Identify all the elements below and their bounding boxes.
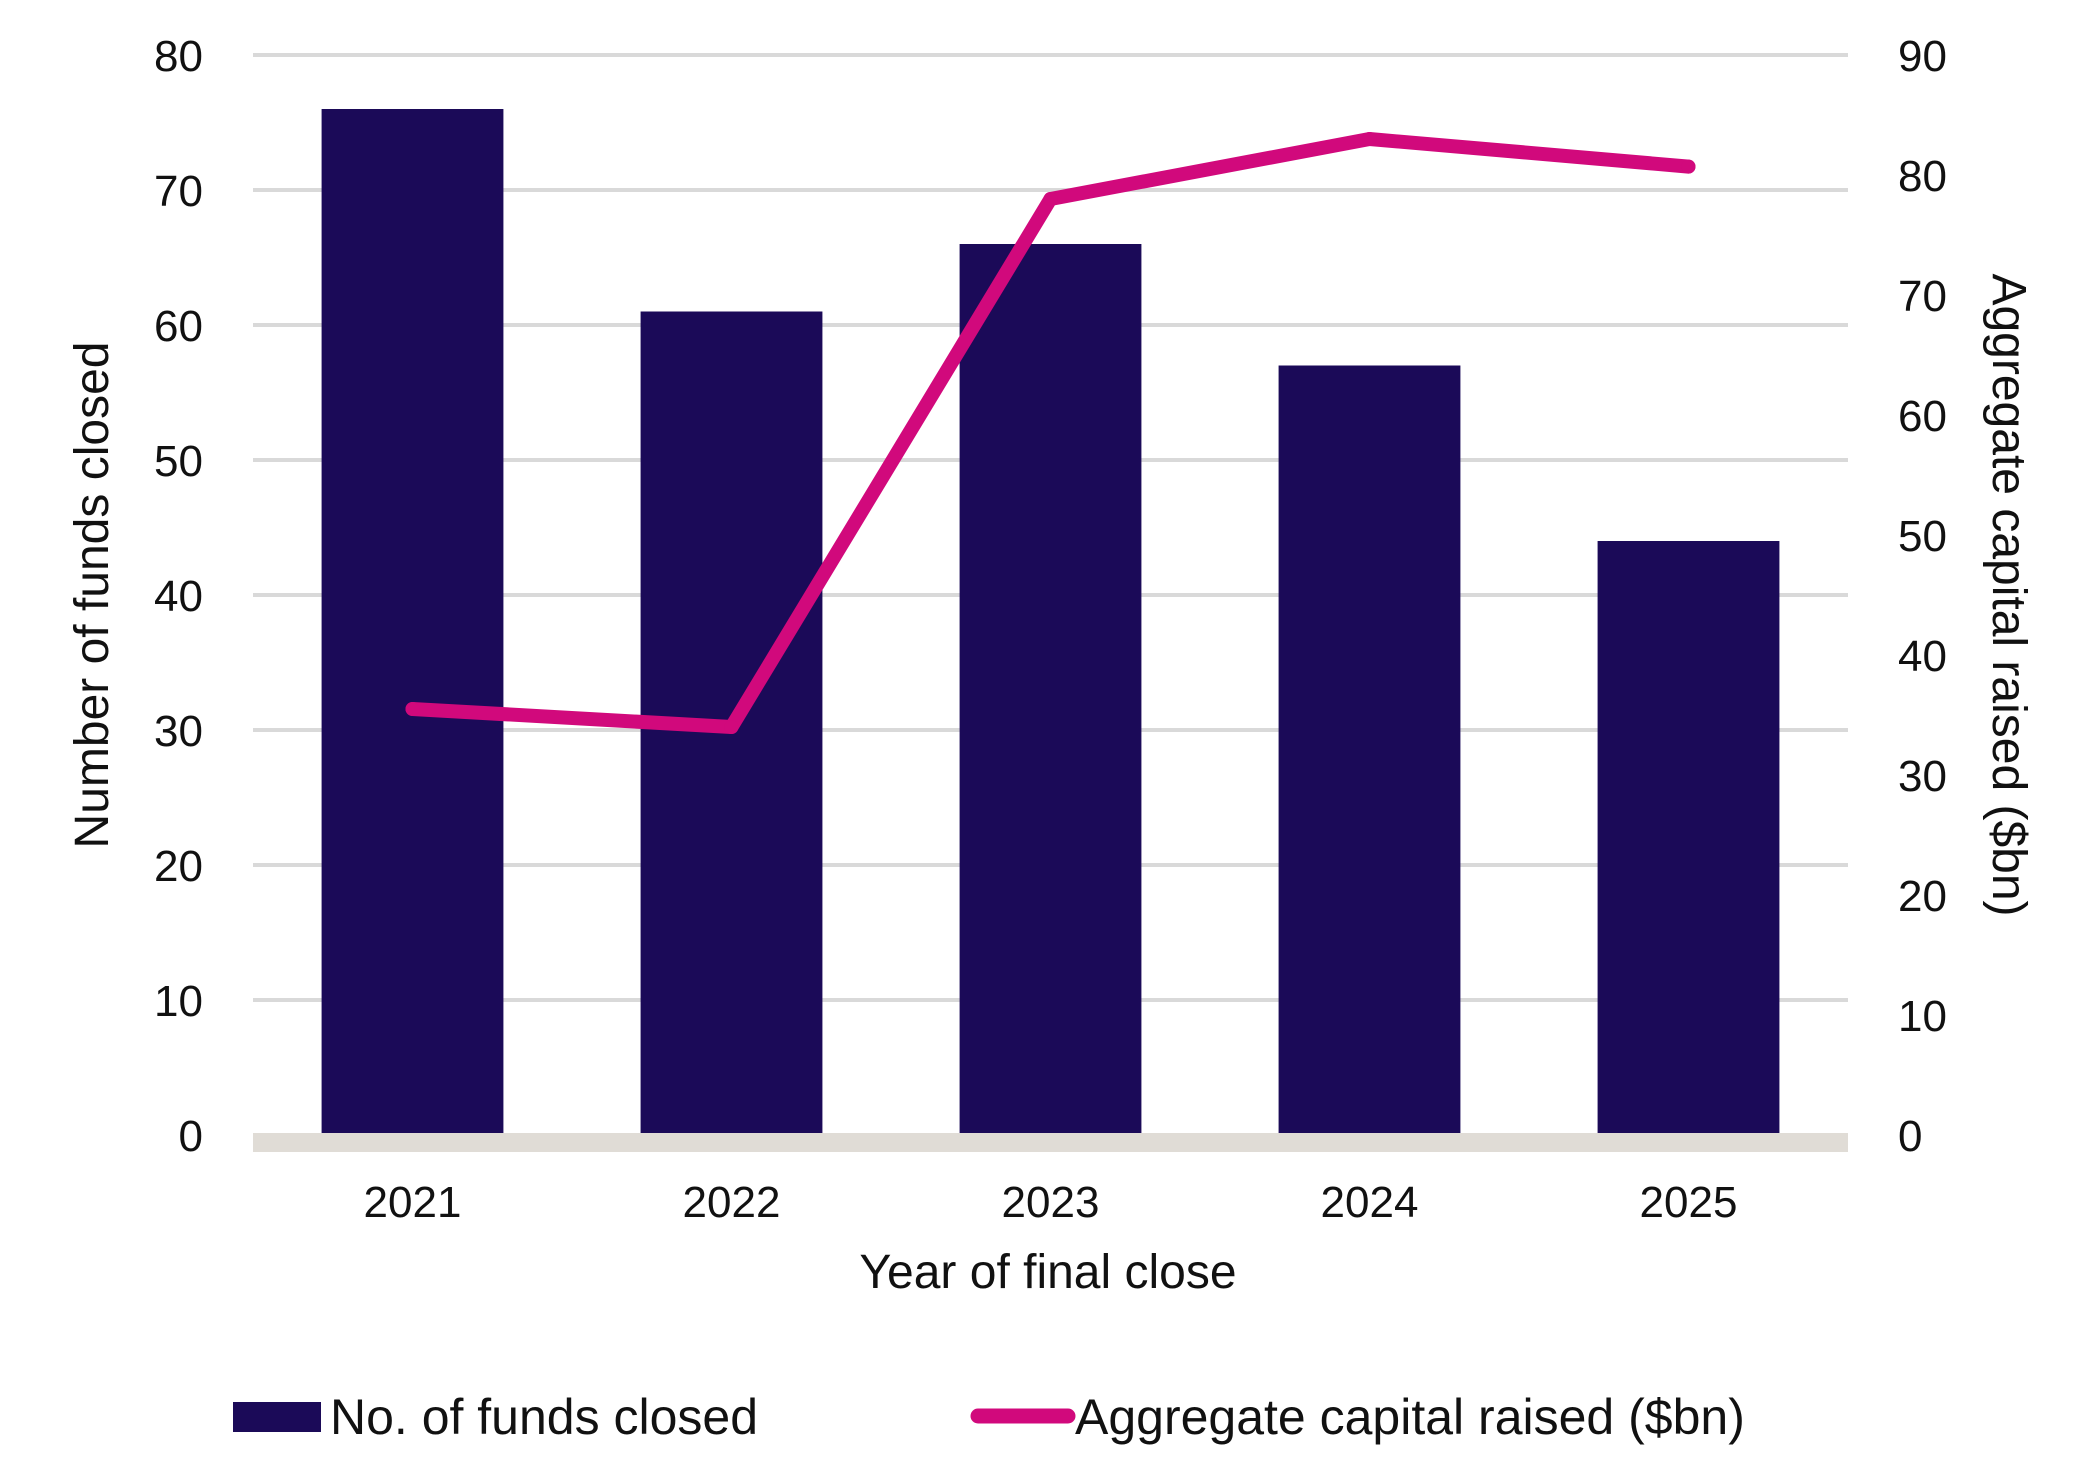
y-left-tick-label: 40 — [154, 572, 203, 621]
baseline-band — [253, 1133, 1848, 1152]
line-point — [724, 720, 739, 734]
y-left-tick-label: 50 — [154, 437, 203, 486]
y-left-tick-label: 30 — [154, 707, 203, 756]
x-axis-ticks: 2021 2022 2023 2024 2025 — [364, 1178, 1738, 1227]
legend-label-line: Aggregate capital raised ($bn) — [1075, 1389, 1745, 1445]
x-tick-label: 2024 — [1321, 1178, 1419, 1227]
bar — [1597, 541, 1780, 1135]
y-right-tick-label: 60 — [1898, 392, 1947, 441]
y-left-tick-label: 10 — [154, 977, 203, 1026]
line-series — [405, 132, 1696, 734]
y-right-tick-label: 70 — [1898, 272, 1947, 321]
y-right-tick-label: 0 — [1898, 1112, 1922, 1161]
y-right-tick-label: 90 — [1898, 32, 1947, 81]
y-axis-right-ticks: 0 10 20 30 40 50 60 70 80 90 — [1898, 32, 1947, 1161]
x-axis-title: Year of final close — [859, 1246, 1236, 1299]
y-right-tick-label: 40 — [1898, 632, 1947, 681]
x-tick-label: 2023 — [1002, 1178, 1100, 1227]
legend-swatch-bar — [233, 1402, 321, 1432]
y-right-tick-label: 50 — [1898, 512, 1947, 561]
bar — [321, 109, 504, 1135]
y-right-tick-label: 10 — [1898, 992, 1947, 1041]
y-left-tick-label: 70 — [154, 167, 203, 216]
y-left-tick-label: 0 — [179, 1112, 203, 1161]
y-left-tick-label: 60 — [154, 302, 203, 351]
y-right-tick-label: 20 — [1898, 872, 1947, 921]
x-tick-label: 2021 — [364, 1178, 462, 1227]
legend-label-bar: No. of funds closed — [330, 1389, 758, 1445]
line-point — [1681, 159, 1696, 174]
y-left-tick-label: 80 — [154, 32, 203, 81]
y-right-tick-label: 80 — [1898, 152, 1947, 201]
bar — [1278, 365, 1461, 1135]
line-point — [1362, 132, 1377, 146]
bar — [959, 244, 1142, 1135]
y-right-tick-label: 30 — [1898, 752, 1947, 801]
y-axis-left-ticks: 0 10 20 30 40 50 60 70 80 — [154, 32, 203, 1161]
line-point — [405, 702, 420, 716]
bar-series — [321, 109, 1780, 1135]
x-tick-label: 2025 — [1640, 1178, 1738, 1227]
y-axis-right-title: Aggregate capital raised ($bn) — [1982, 273, 2035, 916]
line-point — [1043, 192, 1058, 206]
x-axis-baseline — [253, 1133, 1848, 1152]
y-axis-left-title: Number of funds closed — [66, 342, 119, 849]
y-left-tick-label: 20 — [154, 842, 203, 891]
x-tick-label: 2022 — [683, 1178, 781, 1227]
legend: No. of funds closed Aggregate capital ra… — [233, 1389, 1745, 1445]
